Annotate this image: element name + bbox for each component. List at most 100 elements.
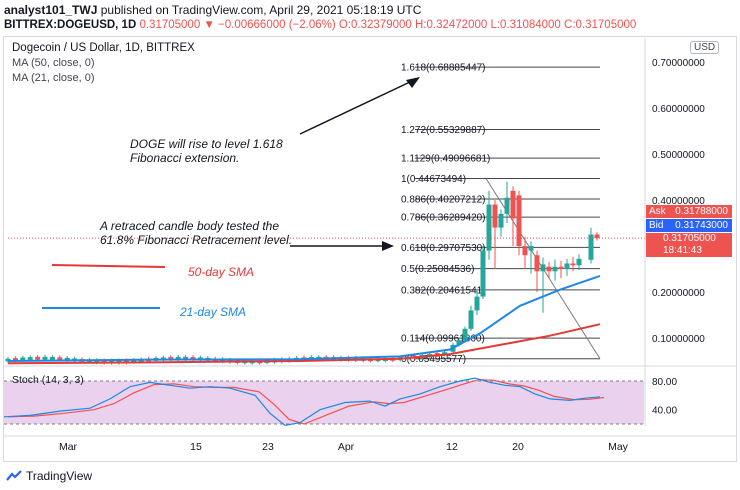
candle-body <box>594 234 600 239</box>
candle-body <box>190 357 196 360</box>
sma50-legend-line <box>51 264 166 268</box>
publish-header: analyst101_TWJ published on TradingView.… <box>0 0 740 36</box>
time-tick-label: 20 <box>512 441 524 453</box>
stoch-tick-80: 80.00 <box>652 377 677 388</box>
candle-body <box>64 357 70 361</box>
time-axis: Mar 15 23 Apr 12 20 May <box>4 435 736 453</box>
legend-ma50[interactable]: MA (50, close, 0) <box>12 57 95 69</box>
price-chart[interactable]: 1.618(0.68885447) 1.272(0.55329887) 1.1129… <box>0 36 740 462</box>
ma50-line <box>7 323 601 365</box>
fib-level-label: 0.886(0.40207212) <box>401 195 486 206</box>
ohlc-line: BITTREX:DOGEUSD, 1D 0.31705000 ▼ −0.0066… <box>4 19 636 31</box>
bid-label: Bid <box>649 220 664 231</box>
time-tick-label: 15 <box>190 441 202 453</box>
candle-body <box>504 197 510 214</box>
stoch-panel: Stoch (14, 3, 3) 80.00 40.00 <box>3 365 736 427</box>
candle-body <box>576 258 582 266</box>
symbol-name: BITTREX:DOGEUSD, 1D <box>4 19 137 31</box>
candle-body <box>558 266 564 269</box>
legend-ma21[interactable]: MA (21, close, 0) <box>12 72 95 84</box>
candle-body <box>564 263 570 269</box>
stoch-d-line <box>7 378 605 425</box>
candle-body <box>480 250 486 297</box>
stoch-title: Stoch (14, 3, 3) <box>12 374 84 386</box>
ask-price-tag: Ask 0.31788000 <box>646 205 732 218</box>
candle-body <box>546 266 552 272</box>
time-tick-label: Mar <box>59 441 78 453</box>
ask-value: 0.31788000 <box>675 206 728 217</box>
time-tick-label: 12 <box>446 441 458 453</box>
last-price-tag: 0.31705000 18:41:43 <box>646 233 732 257</box>
candle-body <box>94 360 100 363</box>
fib-level-label: 0.382(0.20461541) <box>401 285 486 296</box>
candle-body <box>131 359 137 363</box>
candle-body <box>492 204 498 228</box>
fib-level-label: 1.1129(0.49096681) <box>401 154 490 165</box>
fib-level-label: 0.5(0.25084536) <box>401 264 474 275</box>
change-down-icon: ▼ <box>203 19 215 31</box>
candle-body <box>35 356 41 360</box>
price-tick-label: 0.70000000 <box>652 58 705 69</box>
annotation-rise-line1: DOGE will rise to level 1.618 <box>130 137 283 151</box>
candle-body <box>57 357 63 361</box>
ma21-line <box>7 274 601 362</box>
fibonacci-levels: 1.618(0.68885447) 1.272(0.55329887) 1.1129… <box>401 63 601 365</box>
candle-body <box>442 352 448 355</box>
candle-body <box>49 357 55 360</box>
price-tick-label: 0.40000000 <box>652 196 705 207</box>
time-tick-label: 23 <box>262 441 274 453</box>
fib-level-label: 1.618(0.68885447) <box>401 63 486 74</box>
fib-level-label: 1(0.44673494) <box>401 174 466 185</box>
tradingview-icon <box>6 470 22 481</box>
candle-body <box>474 296 480 311</box>
fib-level-label: 0.114(0.09961860) <box>401 334 485 345</box>
currency-button[interactable]: USD <box>690 41 720 54</box>
candle-body <box>552 266 558 272</box>
tradingview-logo[interactable]: TradingView <box>6 469 92 483</box>
candle-body <box>540 264 546 272</box>
price-axis: 0.70000000 0.60000000 0.50000000 0.40000000… <box>644 36 705 426</box>
price-tick-label: 0.50000000 <box>652 150 705 161</box>
ask-label: Ask <box>649 206 666 217</box>
price-change: −0.00666000 (−2.06%) <box>218 19 336 31</box>
stoch-band <box>4 381 644 424</box>
candle-body <box>528 246 534 251</box>
fib-level-label: 0.618(0.29707530) <box>401 243 486 254</box>
candle-body <box>486 204 492 251</box>
rise-arrow-head <box>406 77 420 88</box>
legend-title: Dogecoin / US Dollar, 1D, BITTREX <box>12 42 195 54</box>
candle-body <box>27 357 33 360</box>
publish-info: analyst101_TWJ published on TradingView.… <box>4 3 421 17</box>
annotation-retrace-line2: 61.8% Fibonacci Retracement level. <box>100 233 292 247</box>
fib-level-label: 0.786(0.36289420) <box>401 213 486 224</box>
author-name[interactable]: analyst101_TWJ <box>4 3 98 17</box>
high-value: H:0.32472000 <box>415 19 488 31</box>
candle-body <box>12 358 18 361</box>
countdown: 18:41:43 <box>663 245 702 256</box>
bid-value: 0.31743000 <box>675 220 728 231</box>
price-tick-label: 0.10000000 <box>652 334 705 345</box>
last-value: 0.31705000 <box>663 233 716 244</box>
candle-body <box>516 195 522 246</box>
candle-body <box>534 255 540 272</box>
candle-body <box>168 357 174 360</box>
stoch-tick-40: 40.00 <box>652 406 677 417</box>
rise-arrow-line <box>299 80 413 135</box>
published-text: published on TradingView.com, April 29, … <box>100 3 422 17</box>
time-tick-label: Apr <box>338 441 355 453</box>
candle-body <box>510 190 516 219</box>
low-value: L:0.31084000 <box>490 19 561 31</box>
open-value: O:0.32379000 <box>338 19 412 31</box>
candle-body <box>220 359 226 362</box>
stoch-k-line <box>3 377 601 427</box>
close-value: C:0.31705000 <box>564 19 637 31</box>
fib-level-label: 0(0.05495577) <box>401 354 466 365</box>
last-price: 0.31705000 <box>139 19 201 31</box>
brand-name: TradingView <box>26 469 93 483</box>
candle-body <box>468 310 474 329</box>
price-tick-label: 0.60000000 <box>652 104 705 115</box>
candle-body <box>570 263 576 266</box>
price-tick-label: 0.20000000 <box>652 288 705 299</box>
candle-body <box>20 357 26 361</box>
